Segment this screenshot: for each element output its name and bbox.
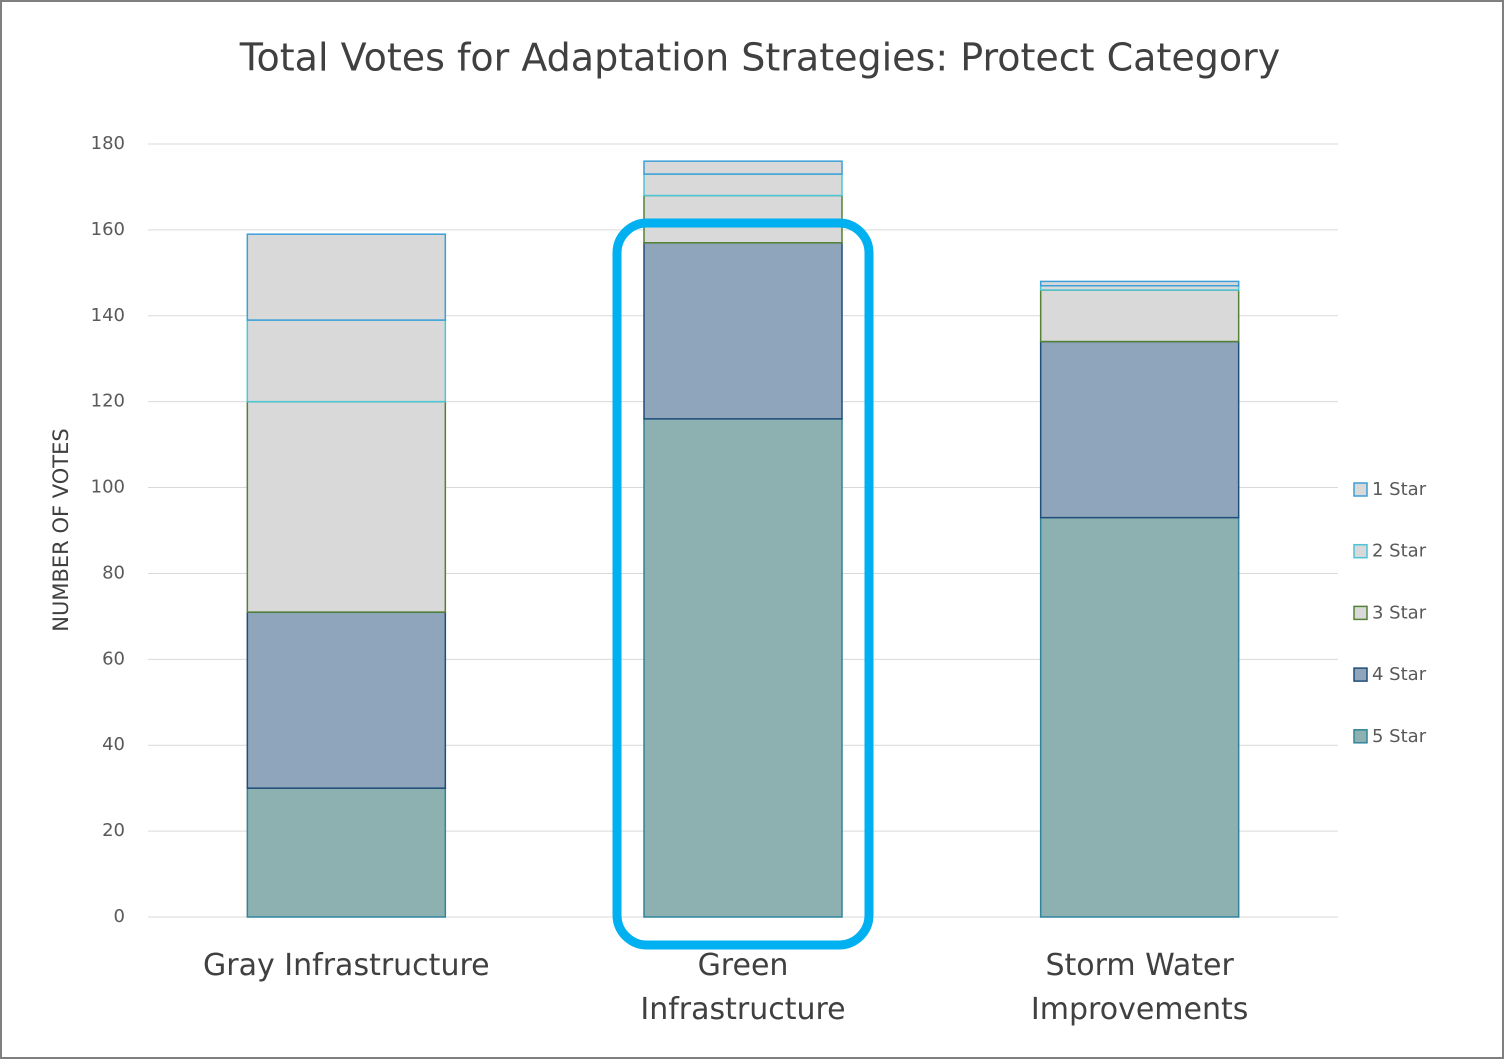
bar-segment [643, 418, 843, 918]
bar-segment [246, 319, 447, 403]
bar-segment [246, 233, 447, 321]
legend-swatch [1353, 729, 1368, 744]
bar-segment [246, 787, 447, 918]
legend-swatch [1353, 605, 1368, 621]
bar-segment [1039, 516, 1240, 918]
legend-label: 3 Star [1372, 602, 1427, 623]
legend-label: 2 Star [1372, 541, 1427, 562]
bar-segment [1039, 280, 1240, 287]
y-tick-label: 0 [114, 906, 125, 927]
legend-swatch [1353, 482, 1368, 497]
bar-segment [643, 160, 843, 175]
y-tick-label: 120 [91, 391, 125, 412]
y-tick-label: 80 [102, 562, 125, 583]
x-tick-label: Gray Infrastructure [203, 948, 490, 983]
y-tick-label: 140 [91, 305, 125, 326]
x-tick-label: Green Infrastructure [640, 948, 846, 1027]
legend-label: 1 Star [1372, 479, 1427, 500]
y-tick-label: 60 [102, 648, 125, 669]
y-tick-label: 40 [102, 734, 125, 755]
chart-title: Total Votes for Adaptation Strategies: P… [239, 36, 1280, 80]
bar-segment [1039, 289, 1240, 343]
y-tick-label: 180 [91, 133, 125, 154]
highlight-box [612, 218, 874, 950]
x-tick-label: Storm Water Improvements [1030, 948, 1249, 1027]
bar-segment [246, 611, 447, 789]
y-tick-label: 20 [102, 820, 125, 841]
legend-label: 5 Star [1372, 726, 1427, 747]
y-tick-label: 100 [91, 477, 125, 498]
bar-segment [643, 173, 843, 197]
bar-segment [643, 242, 843, 420]
bar-segment [246, 400, 447, 613]
y-tick-label: 160 [91, 219, 125, 240]
legend-swatch [1353, 667, 1368, 682]
bar-segment [1039, 340, 1240, 519]
legend-swatch [1353, 543, 1368, 559]
y-axis-title: NUMBER OF VOTES [49, 428, 73, 631]
legend-label: 4 Star [1372, 664, 1427, 685]
